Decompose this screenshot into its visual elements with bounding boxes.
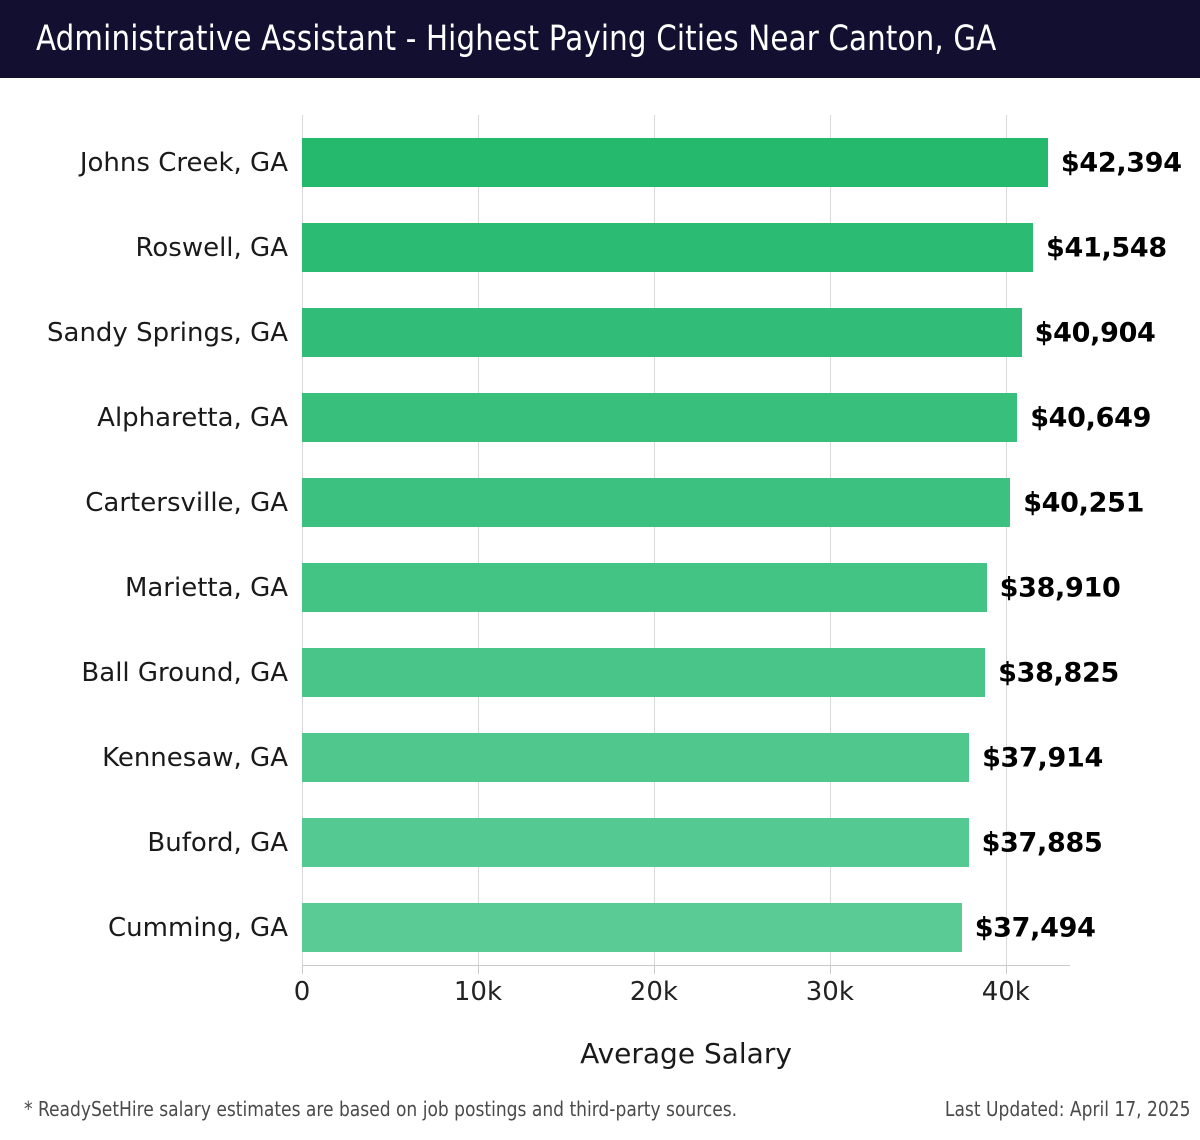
- bar-value-label: $37,885: [981, 827, 1103, 858]
- bar-row: Cumming, GA $37,494: [108, 903, 1096, 952]
- footer-disclaimer: * ReadySetHire salary estimates are base…: [24, 1097, 738, 1121]
- bar-value-label: $42,394: [1060, 147, 1182, 178]
- x-tick-mark: [653, 965, 655, 974]
- bar-value-label: $37,494: [974, 912, 1096, 943]
- x-tick-label: 40k: [981, 977, 1030, 1007]
- category-label: Alpharetta, GA: [97, 402, 288, 433]
- x-tick-mark: [1005, 965, 1007, 974]
- category-label: Roswell, GA: [135, 232, 288, 263]
- title-bar: Administrative Assistant - Highest Payin…: [0, 0, 1200, 78]
- bar[interactable]: [302, 138, 1048, 187]
- x-tick-label: 10k: [453, 977, 503, 1007]
- bar-row: Ball Ground, GA $38,825: [81, 648, 1119, 697]
- x-tick-label: 20k: [629, 977, 678, 1007]
- gridline: [302, 115, 303, 965]
- gridline: [829, 115, 831, 965]
- bar[interactable]: [302, 903, 962, 952]
- x-tick-mark: [302, 965, 303, 974]
- plot-area: Johns Creek, GA $42,394 Roswell, GA $41,548…: [47, 115, 1182, 1070]
- bar[interactable]: [302, 478, 1011, 527]
- bar-value-label: $38,825: [998, 657, 1119, 688]
- category-label: Buford, GA: [147, 827, 288, 858]
- bar-row: Marietta, GA $38,910: [125, 563, 1121, 612]
- bar[interactable]: [302, 223, 1034, 272]
- gridline: [477, 115, 479, 965]
- bar[interactable]: [302, 393, 1018, 442]
- category-label: Kennesaw, GA: [102, 742, 288, 773]
- x-tick-mark: [477, 965, 479, 974]
- bar-value-label: $40,649: [1030, 402, 1152, 433]
- x-axis-line: [302, 965, 1070, 966]
- bar-row: Kennesaw, GA $37,914: [102, 733, 1103, 782]
- bar[interactable]: [302, 648, 986, 697]
- x-axis-title: Average Salary: [580, 1037, 792, 1070]
- bar-value-label: $37,914: [982, 742, 1103, 773]
- category-label: Ball Ground, GA: [81, 657, 288, 688]
- bar-value-label: $40,251: [1023, 487, 1145, 518]
- bar-row: Cartersville, GA $40,251: [85, 478, 1144, 527]
- bar-row: Johns Creek, GA $42,394: [80, 138, 1182, 187]
- category-label: Johns Creek, GA: [79, 147, 288, 178]
- category-label: Cartersville, GA: [85, 487, 288, 518]
- category-label: Marietta, GA: [124, 572, 288, 603]
- x-tick-label: 0: [293, 977, 311, 1007]
- bar[interactable]: [302, 733, 970, 782]
- bar-row: Alpharetta, GA $40,649: [97, 393, 1151, 442]
- bar-row: Roswell, GA $41,548: [135, 223, 1167, 272]
- bar-row: Buford, GA $37,885: [147, 818, 1103, 867]
- page-title: Administrative Assistant - Highest Payin…: [36, 19, 997, 59]
- bar[interactable]: [302, 563, 987, 612]
- category-label: Cumming, GA: [108, 912, 288, 943]
- x-tick-mark: [829, 965, 831, 974]
- footer-last-updated: Last Updated: April 17, 2025: [944, 1097, 1190, 1121]
- bar-value-label: $38,910: [999, 572, 1121, 603]
- bar-chart: Johns Creek, GA $42,394 Roswell, GA $41,548…: [0, 78, 1200, 1078]
- x-tick-label: 30k: [805, 977, 854, 1007]
- bar[interactable]: [302, 308, 1022, 357]
- bar-row: Sandy Springs, GA $40,904: [47, 308, 1156, 357]
- bar-value-label: $40,904: [1034, 317, 1156, 348]
- category-label: Sandy Springs, GA: [47, 317, 288, 348]
- bar-value-label: $41,548: [1046, 232, 1167, 263]
- gridline: [1005, 115, 1007, 965]
- gridline: [653, 115, 655, 965]
- bar[interactable]: [302, 818, 969, 867]
